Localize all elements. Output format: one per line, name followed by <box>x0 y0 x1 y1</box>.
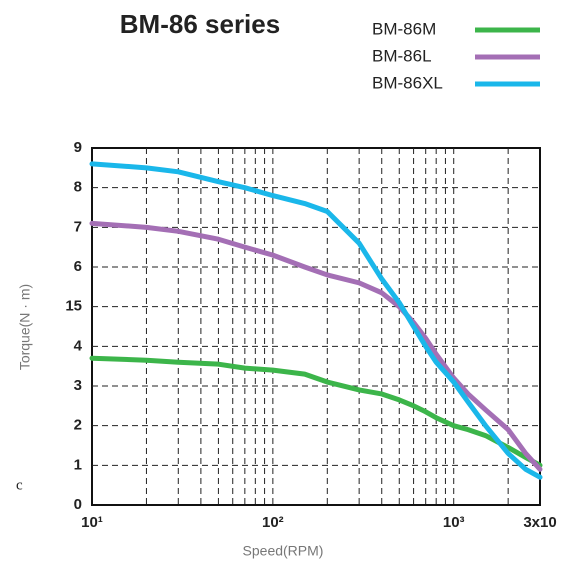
y-tick-label: 7 <box>74 218 82 235</box>
x-axis-label: Speed(RPM) <box>243 543 324 559</box>
chart-title: BM-86 series <box>120 9 280 39</box>
legend-label: BM-86XL <box>372 73 443 92</box>
x-tick-label: 3x10 <box>523 514 556 531</box>
y-tick-label: 9 <box>74 139 82 156</box>
x-tick-label: 10³ <box>443 514 465 531</box>
y-tick-label: 8 <box>74 179 82 196</box>
series-line <box>89 220 543 472</box>
x-tick-label: 10² <box>262 514 284 531</box>
y-tick-label: 0 <box>74 496 82 513</box>
legend-label: BM-86M <box>372 19 436 38</box>
series-line <box>89 355 543 468</box>
y-tick-label: 15 <box>65 298 82 315</box>
y-tick-label: 6 <box>74 258 82 275</box>
y-axis-label: Torque(N · m) <box>17 284 33 370</box>
y-tick-label: 4 <box>74 337 83 354</box>
series-line <box>89 161 543 480</box>
legend-label: BM-86L <box>372 46 432 65</box>
x-tick-label: 10¹ <box>81 514 103 531</box>
y-tick-label: 1 <box>74 456 82 473</box>
annotation: c <box>16 477 23 493</box>
plot-frame <box>91 147 541 506</box>
y-tick-label: 2 <box>74 417 82 434</box>
y-tick-label: 3 <box>74 377 82 394</box>
